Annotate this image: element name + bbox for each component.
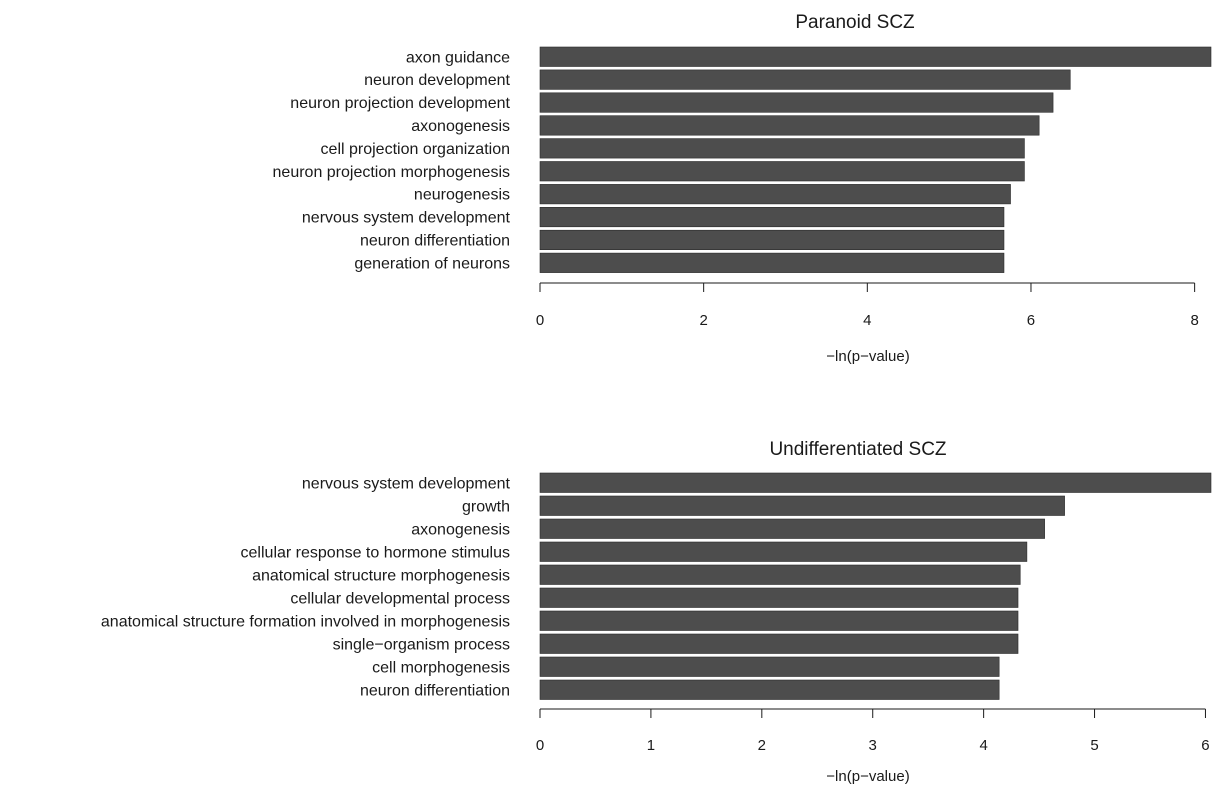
category-label: cell projection organization	[321, 141, 510, 158]
category-label: axonogenesis	[411, 521, 510, 538]
chart-panel-undifferentiated: Undifferentiated SCZ −ln(p−value) nervou…	[101, 439, 1212, 785]
chart-panel-paranoid: Paranoid SCZ −ln(p−value) axon guidance n…	[273, 12, 1212, 365]
bar	[539, 184, 1011, 205]
bar	[539, 656, 1000, 677]
x-tick-label: 0	[536, 737, 544, 754]
x-tick-label: 6	[1027, 312, 1035, 329]
category-label: anatomical structure morphogenesis	[252, 567, 510, 584]
bar	[539, 229, 1005, 250]
category-label: generation of neurons	[354, 255, 510, 272]
category-label: axon guidance	[406, 49, 510, 66]
category-label: axonogenesis	[411, 118, 510, 135]
category-label: single−organism process	[333, 636, 510, 653]
x-axis-title: −ln(p−value)	[826, 348, 909, 365]
x-tick-label: 4	[863, 312, 871, 329]
bar	[539, 207, 1005, 228]
category-label: nervous system development	[302, 475, 511, 492]
chart-title: Undifferentiated SCZ	[769, 439, 946, 460]
bar	[539, 679, 1000, 700]
bar	[539, 633, 1019, 654]
bar	[539, 46, 1212, 67]
bar	[539, 587, 1019, 608]
category-label: nervous system development	[302, 210, 511, 227]
category-label: cellular response to hormone stimulus	[241, 544, 510, 561]
x-tick-label: 0	[536, 312, 544, 329]
category-label: neuron differentiation	[360, 232, 510, 249]
bar	[539, 69, 1071, 90]
x-tick-label: 4	[979, 737, 987, 754]
category-label: cell morphogenesis	[372, 659, 510, 676]
x-axis-title: −ln(p−value)	[826, 768, 909, 785]
category-label: growth	[462, 498, 510, 515]
bar	[539, 518, 1045, 539]
bar	[539, 92, 1054, 113]
x-tick-label: 8	[1190, 312, 1198, 329]
bar	[539, 610, 1019, 631]
chart-title: Paranoid SCZ	[795, 12, 915, 33]
bar	[539, 252, 1005, 273]
x-tick-label: 6	[1201, 737, 1209, 754]
bar	[539, 138, 1025, 159]
bar	[539, 541, 1028, 562]
x-tick-label: 2	[699, 312, 707, 329]
category-label: neuron development	[364, 72, 510, 89]
category-label: cellular developmental process	[290, 590, 510, 607]
bar	[539, 564, 1021, 585]
category-label: neuron differentiation	[360, 682, 510, 699]
category-label: neuron projection development	[290, 95, 510, 112]
x-tick-label: 3	[869, 737, 877, 754]
bar	[539, 115, 1040, 136]
x-tick-label: 2	[758, 737, 766, 754]
x-tick-label: 1	[647, 737, 655, 754]
category-label: anatomical structure formation involved …	[101, 613, 510, 630]
x-tick-label: 5	[1090, 737, 1098, 754]
category-label: neuron projection morphogenesis	[273, 164, 510, 181]
bar	[539, 495, 1065, 516]
bar	[539, 161, 1025, 182]
bar	[539, 472, 1212, 493]
category-label: neurogenesis	[414, 187, 510, 204]
